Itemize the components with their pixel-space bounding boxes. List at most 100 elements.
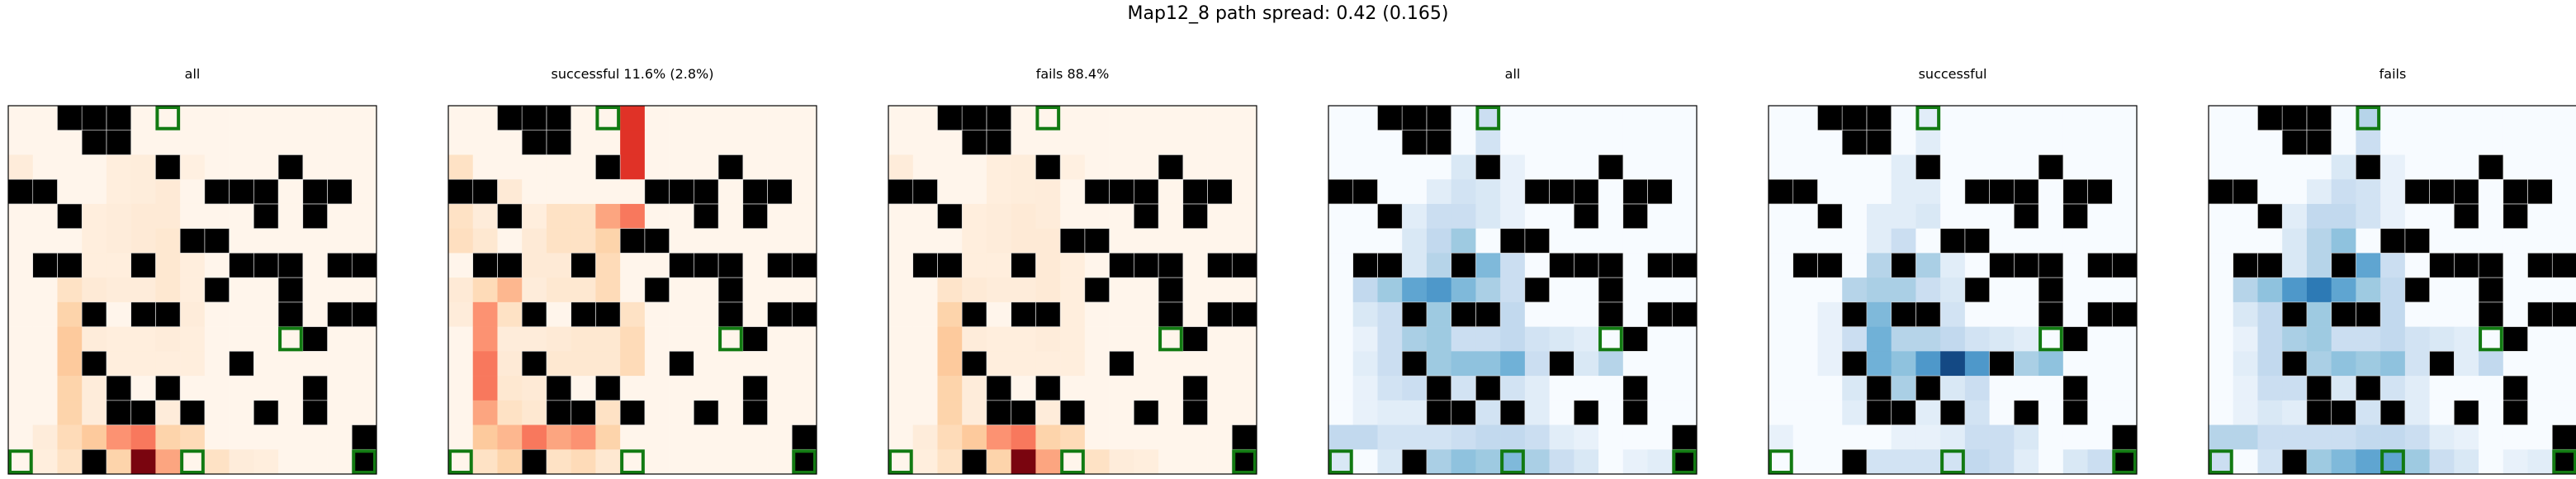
obstacle-outline <box>2503 203 2528 229</box>
heat-cell <box>1232 130 1257 155</box>
heat-cell <box>1915 326 1941 352</box>
obstacle-cell <box>2087 253 2113 278</box>
obstacle-cell <box>130 400 156 425</box>
obstacle-cell <box>253 400 279 425</box>
obstacle-cell <box>546 376 572 401</box>
heat-cell <box>1598 400 1624 425</box>
heat-cell <box>106 424 132 450</box>
obstacle-cell <box>571 400 596 425</box>
panel-frame <box>1768 105 2138 475</box>
heat-cell <box>1232 400 1257 425</box>
heat-cell <box>2209 106 2234 131</box>
heat-cell <box>57 400 83 425</box>
obstacle-cell <box>2282 106 2308 131</box>
obstacle-cell <box>1134 203 1159 230</box>
heat-cell <box>180 277 206 303</box>
heat-cell <box>1940 203 1966 230</box>
obstacle-cell <box>1377 106 1403 131</box>
heat-cell <box>253 376 279 401</box>
obstacle-cell <box>1989 179 2015 205</box>
obstacle-cell <box>912 179 938 205</box>
heat-cell <box>2527 376 2553 401</box>
goal-marker <box>2209 449 2233 475</box>
heat-cell <box>571 424 596 450</box>
heat-cell <box>742 449 768 475</box>
heat-cell <box>962 253 987 278</box>
heat-cell <box>718 424 744 450</box>
obstacle-outline <box>1549 351 1574 377</box>
heat-cell <box>2479 203 2504 230</box>
heat-cell <box>1182 351 1208 377</box>
obstacle-cell <box>792 253 817 278</box>
heat-cell <box>2209 130 2234 155</box>
heat-cell <box>106 203 132 230</box>
goal-marker <box>2356 106 2381 130</box>
obstacle-outline <box>2014 400 2039 425</box>
heat-cell <box>229 203 254 230</box>
obstacle-outline <box>694 203 719 229</box>
heatmap-panel-1 <box>7 105 377 475</box>
heat-cell <box>472 130 498 155</box>
obstacle-outline <box>1182 203 1208 229</box>
heat-cell <box>1964 351 1990 377</box>
obstacle-cell <box>2356 301 2381 327</box>
heat-cell <box>2404 351 2430 377</box>
heat-cell <box>1989 203 2015 230</box>
heat-cell <box>1328 203 1354 230</box>
heat-cell <box>1622 449 1648 475</box>
heat-cell <box>912 130 938 155</box>
heat-cell <box>229 301 254 327</box>
heat-cell <box>1989 424 2015 450</box>
heat-cell <box>253 301 279 327</box>
heat-cell <box>2282 400 2308 425</box>
heat-cell <box>1035 253 1061 278</box>
heat-cell <box>1989 301 2015 327</box>
obstacle-cell <box>1574 179 1599 205</box>
heat-cell <box>1182 253 1208 278</box>
obstacle-cell <box>1011 400 1036 425</box>
heat-cell <box>2503 424 2528 450</box>
heat-cell <box>448 154 474 180</box>
panel-frame <box>7 105 377 475</box>
heat-cell <box>1549 400 1574 425</box>
heat-cell <box>2233 400 2258 425</box>
heat-cell <box>1940 301 1966 327</box>
heat-cell <box>82 203 107 230</box>
obstacle-cell <box>8 179 34 205</box>
obstacle-cell <box>2282 351 2308 377</box>
heat-cell <box>2503 351 2528 377</box>
heat-cell <box>1989 106 2015 131</box>
heat-cell <box>718 400 744 425</box>
heat-cell <box>2479 106 2504 131</box>
heat-cell <box>2527 424 2553 450</box>
heat-cell <box>1232 203 1257 230</box>
obstacle-outline <box>1598 154 1624 180</box>
heat-cell <box>2209 424 2234 450</box>
heat-cell <box>986 203 1012 230</box>
heat-cell <box>1964 326 1990 352</box>
heat-cell <box>1134 424 1159 450</box>
heat-cell <box>1011 228 1036 254</box>
heat-cell <box>694 351 719 377</box>
heat-cell <box>155 106 181 131</box>
obstacle-outline <box>961 351 987 377</box>
heat-cell <box>497 376 523 401</box>
obstacle-cell <box>1524 277 1550 303</box>
obstacle-outline <box>1401 301 1428 327</box>
obstacle-outline <box>619 400 646 425</box>
heat-cell <box>571 376 596 401</box>
heat-cell <box>1524 154 1550 180</box>
obstacle-cell <box>2479 154 2504 180</box>
heat-cell <box>1842 253 1868 278</box>
obstacle-cell <box>302 203 328 230</box>
heat-cell <box>229 228 254 254</box>
heat-cell <box>1524 424 1550 450</box>
obstacle-cell <box>2527 253 2553 278</box>
heat-cell <box>1647 203 1673 230</box>
goal-marker <box>718 326 743 352</box>
heat-cell <box>595 253 621 278</box>
heat-cell <box>57 301 83 327</box>
heat-cell <box>1475 400 1501 425</box>
heat-cell <box>32 326 58 352</box>
obstacle-cell <box>767 179 793 205</box>
